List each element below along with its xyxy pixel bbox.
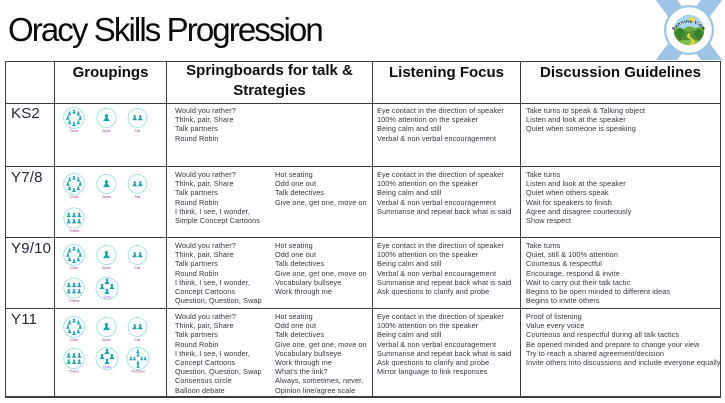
svg-text:Alone: Alone (102, 195, 111, 199)
svg-text:Fishbowl: Fishbowl (131, 370, 144, 374)
svg-text:Circle: Circle (70, 266, 79, 270)
svg-text:Circle: Circle (70, 129, 79, 133)
svg-text:Threes: Threes (69, 229, 80, 233)
svg-text:Threes: Threes (69, 299, 80, 303)
svg-text:Alone: Alone (102, 129, 111, 133)
svg-text:Threes: Threes (69, 370, 80, 374)
svg-text:Pair: Pair (135, 266, 142, 270)
svg-text:Circle: Circle (70, 195, 79, 199)
svg-text:Pair: Pair (135, 129, 142, 133)
svg-text:Quad: Quad (103, 295, 111, 299)
svg-text:Quad: Quad (103, 365, 111, 369)
svg-text:Alone: Alone (102, 338, 111, 342)
svg-text:Alone: Alone (102, 266, 111, 270)
svg-text:Pair: Pair (135, 338, 142, 342)
svg-text:Pair: Pair (135, 195, 142, 199)
svg-text:Circle: Circle (70, 338, 79, 342)
